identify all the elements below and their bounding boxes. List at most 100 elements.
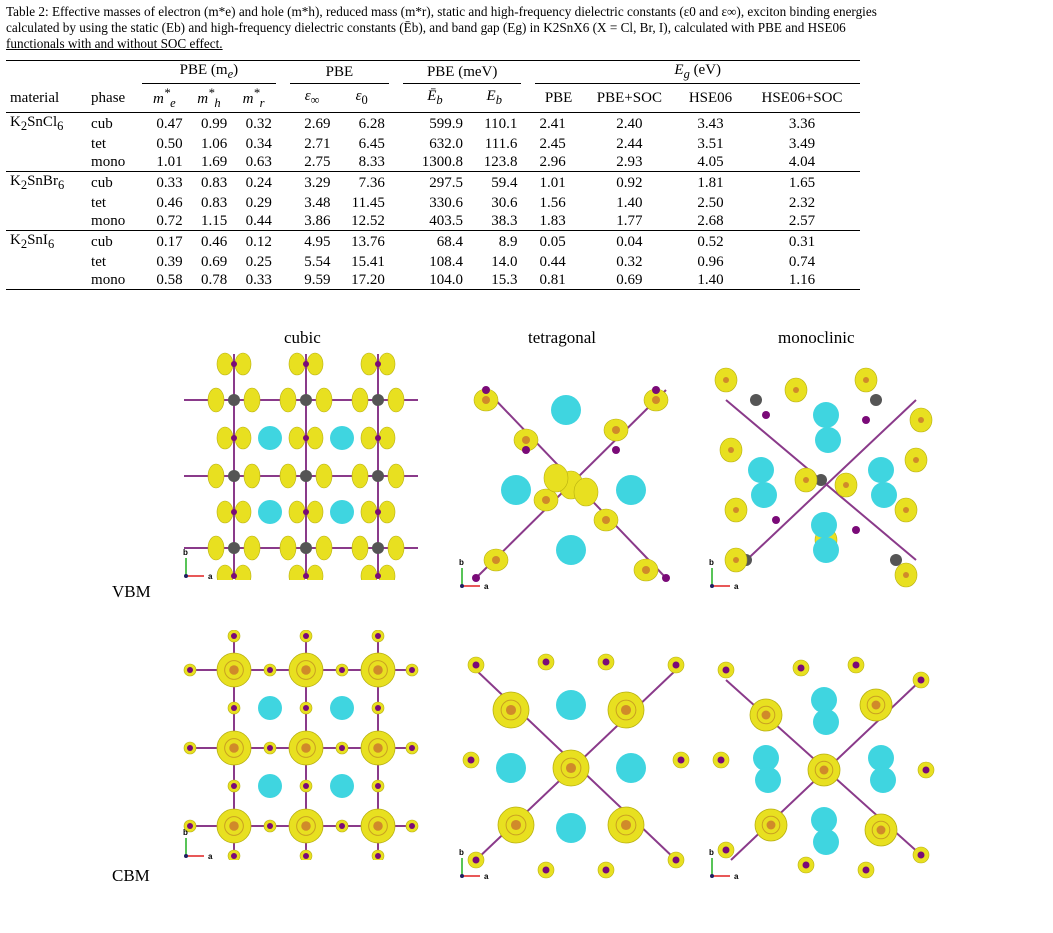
cell-phase: tet xyxy=(91,195,107,211)
cell-ebbar: 68.4 xyxy=(402,230,468,253)
tin-core xyxy=(913,457,919,463)
tin-core xyxy=(766,820,776,830)
row-label-cbm: CBM xyxy=(112,866,150,885)
tin-core xyxy=(793,387,799,393)
potassium-atom xyxy=(496,753,526,783)
cell-e0: 6.45 xyxy=(358,136,385,152)
cell-einf: 3.29 xyxy=(289,171,335,194)
col-einf: ε∞ xyxy=(289,83,335,113)
isosurface-lobe xyxy=(306,564,324,580)
potassium-atom xyxy=(813,709,839,735)
isosurface-lobe xyxy=(315,387,333,413)
cell-einf: 9.59 xyxy=(289,271,335,290)
halide-atom xyxy=(409,823,415,829)
cell-phase: cub xyxy=(87,112,142,135)
tin-core xyxy=(565,762,577,774)
col-ebbar: Ēb xyxy=(402,83,468,113)
cell-pbesoc: 2.44 xyxy=(616,136,643,152)
tin-core xyxy=(620,704,632,716)
cell-pbe: 1.01 xyxy=(535,171,582,194)
tin-atom xyxy=(300,542,312,554)
halide-atom xyxy=(303,705,309,711)
tin-core xyxy=(542,496,550,504)
tin-core xyxy=(733,557,739,563)
cell-material: K2SnCl6 xyxy=(6,112,88,135)
cell-eb: 30.6 xyxy=(491,195,518,211)
halide-atom xyxy=(375,361,381,367)
isosurface-lobe xyxy=(360,500,378,524)
halide-atom xyxy=(375,633,381,639)
halide-atom xyxy=(375,705,381,711)
halide-atom xyxy=(852,661,860,669)
axis-origin xyxy=(184,854,188,858)
cell-pbesoc: 0.04 xyxy=(581,230,678,253)
col-pbe-soc: PBE+SOC xyxy=(581,83,678,113)
cell-hsesoc: 2.57 xyxy=(788,213,816,229)
isosurface-lobe xyxy=(243,535,261,561)
cell-mr: 0.33 xyxy=(231,271,276,290)
potassium-atom xyxy=(868,745,894,771)
isosurface-lobe xyxy=(543,463,569,493)
tin-atom xyxy=(228,470,240,482)
tin-core xyxy=(723,377,729,383)
halide-atom xyxy=(231,509,237,515)
halide-atom xyxy=(662,574,670,582)
isosurface-ring xyxy=(368,738,388,758)
isosurface-ring xyxy=(505,814,527,836)
tin-atom xyxy=(228,542,240,554)
isosurface-lobe xyxy=(243,463,261,489)
cell-pbe: 1.56 xyxy=(539,195,566,211)
potassium-atom xyxy=(813,402,839,428)
col-me: m*e xyxy=(141,83,187,113)
potassium-atom xyxy=(501,475,531,505)
cell-material xyxy=(6,135,87,153)
halide-atom xyxy=(762,411,770,419)
potassium-atom xyxy=(811,807,837,833)
tin-atom xyxy=(372,542,384,554)
halide-atom xyxy=(187,667,193,673)
tin-atom xyxy=(300,470,312,482)
isosurface-ring xyxy=(296,816,316,836)
cell-mh: 1.06 xyxy=(200,136,228,152)
halide-atom xyxy=(231,853,237,859)
isosurface-lobe xyxy=(315,535,333,561)
cell-mr: 0.63 xyxy=(245,154,272,170)
halide-atom xyxy=(303,361,309,367)
isosurface-ring xyxy=(871,820,891,840)
halide-atom xyxy=(375,509,381,515)
tin-core xyxy=(642,566,650,574)
tin-core xyxy=(373,743,383,753)
potassium-atom xyxy=(811,687,837,713)
table-row: K2SnBr6 cub 0.33 0.83 0.24 3.29 7.36 297.5 59.4 1… xyxy=(6,171,860,194)
halide-atom xyxy=(722,846,730,854)
isosurface-ring xyxy=(615,814,637,836)
tin-core xyxy=(819,765,829,775)
halide-atom xyxy=(472,661,480,669)
cell-einf: 5.54 xyxy=(304,254,331,270)
cell-mh: 1.69 xyxy=(200,154,228,170)
cell-material: K2SnI6 xyxy=(6,230,88,253)
cell-hse: 2.68 xyxy=(697,213,724,229)
potassium-atom xyxy=(330,774,354,798)
col-hse: HSE06 xyxy=(677,83,744,113)
structure-image-monoclinic-cbm: ba xyxy=(709,656,935,880)
tin-core xyxy=(803,477,809,483)
potassium-atom xyxy=(330,696,354,720)
tin-core xyxy=(522,436,530,444)
results-table: PBE (me) PBE PBE (meV) Eg (eV) material … xyxy=(6,60,860,290)
isosurface-lobe xyxy=(351,535,369,561)
cell-hsesoc: 3.36 xyxy=(743,112,860,135)
isosurface-lobe xyxy=(306,500,324,524)
tin-core xyxy=(871,700,881,710)
halide-atom xyxy=(862,866,870,874)
cell-pbesoc: 0.32 xyxy=(616,254,643,270)
halide-atom xyxy=(482,386,490,394)
tin-atom xyxy=(300,394,312,406)
cell-hsesoc: 2.32 xyxy=(788,195,816,211)
cell-me: 0.72 xyxy=(156,213,183,229)
a-axis-label: a xyxy=(484,582,489,590)
cell-hsesoc: 4.04 xyxy=(788,154,816,170)
